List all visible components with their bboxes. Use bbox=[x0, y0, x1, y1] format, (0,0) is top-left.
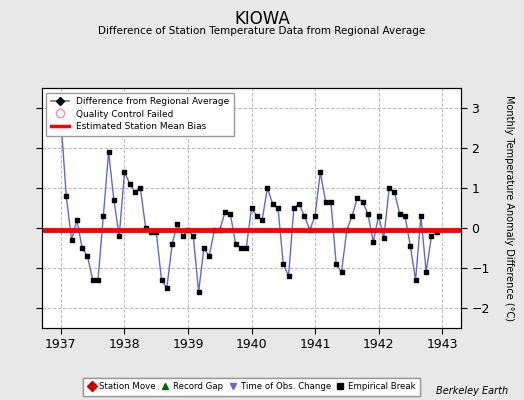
Text: KIOWA: KIOWA bbox=[234, 10, 290, 28]
Point bbox=[401, 213, 409, 219]
Point bbox=[337, 269, 346, 275]
Point bbox=[147, 229, 155, 235]
Point bbox=[99, 213, 107, 219]
Point bbox=[258, 217, 266, 223]
Point bbox=[253, 213, 261, 219]
Point bbox=[327, 199, 335, 205]
Point bbox=[433, 229, 441, 235]
Point bbox=[200, 245, 208, 251]
Point bbox=[205, 253, 213, 259]
Point bbox=[68, 237, 76, 243]
Point bbox=[237, 245, 245, 251]
Point bbox=[369, 239, 377, 245]
Point bbox=[321, 199, 330, 205]
Point bbox=[353, 195, 362, 201]
Point bbox=[279, 261, 288, 267]
Point bbox=[173, 221, 182, 227]
Point bbox=[89, 277, 97, 283]
Point bbox=[300, 213, 309, 219]
Point bbox=[268, 201, 277, 207]
Point bbox=[162, 285, 171, 291]
Point bbox=[305, 227, 314, 233]
Point bbox=[110, 197, 118, 203]
Point bbox=[332, 261, 341, 267]
Point bbox=[232, 241, 240, 247]
Point bbox=[152, 229, 160, 235]
Point bbox=[316, 169, 324, 175]
Point bbox=[168, 241, 176, 247]
Y-axis label: Monthly Temperature Anomaly Difference (°C): Monthly Temperature Anomaly Difference (… bbox=[504, 95, 514, 321]
Point bbox=[396, 211, 404, 217]
Point bbox=[115, 233, 124, 239]
Point bbox=[184, 227, 192, 233]
Point bbox=[121, 169, 129, 175]
Point bbox=[406, 243, 414, 249]
Point bbox=[374, 213, 383, 219]
Point bbox=[427, 233, 435, 239]
Point bbox=[358, 199, 367, 205]
Point bbox=[141, 225, 150, 231]
Point bbox=[126, 181, 134, 187]
Point bbox=[94, 277, 102, 283]
Point bbox=[247, 205, 256, 211]
Point bbox=[295, 201, 303, 207]
Point bbox=[285, 273, 293, 279]
Point bbox=[311, 213, 319, 219]
Point bbox=[210, 227, 219, 233]
Point bbox=[83, 253, 92, 259]
Point bbox=[104, 149, 113, 155]
Legend: Station Move, Record Gap, Time of Obs. Change, Empirical Break: Station Move, Record Gap, Time of Obs. C… bbox=[83, 378, 420, 396]
Point bbox=[215, 227, 224, 233]
Point bbox=[194, 289, 203, 295]
Point bbox=[62, 193, 70, 199]
Point bbox=[179, 233, 187, 239]
Point bbox=[390, 189, 399, 195]
Point bbox=[343, 227, 351, 233]
Point bbox=[364, 211, 372, 217]
Point bbox=[226, 211, 235, 217]
Point bbox=[379, 235, 388, 241]
Point bbox=[242, 245, 250, 251]
Point bbox=[411, 277, 420, 283]
Point bbox=[136, 185, 145, 191]
Point bbox=[189, 233, 198, 239]
Point bbox=[290, 205, 298, 211]
Text: Berkeley Earth: Berkeley Earth bbox=[436, 386, 508, 396]
Point bbox=[78, 245, 86, 251]
Text: Difference of Station Temperature Data from Regional Average: Difference of Station Temperature Data f… bbox=[99, 26, 425, 36]
Point bbox=[73, 217, 81, 223]
Point bbox=[385, 185, 394, 191]
Point bbox=[263, 185, 271, 191]
Point bbox=[221, 209, 229, 215]
Point bbox=[348, 213, 356, 219]
Point bbox=[422, 269, 430, 275]
Point bbox=[131, 189, 139, 195]
Point bbox=[157, 277, 166, 283]
Point bbox=[274, 205, 282, 211]
Point bbox=[57, 117, 65, 123]
Point bbox=[417, 213, 425, 219]
